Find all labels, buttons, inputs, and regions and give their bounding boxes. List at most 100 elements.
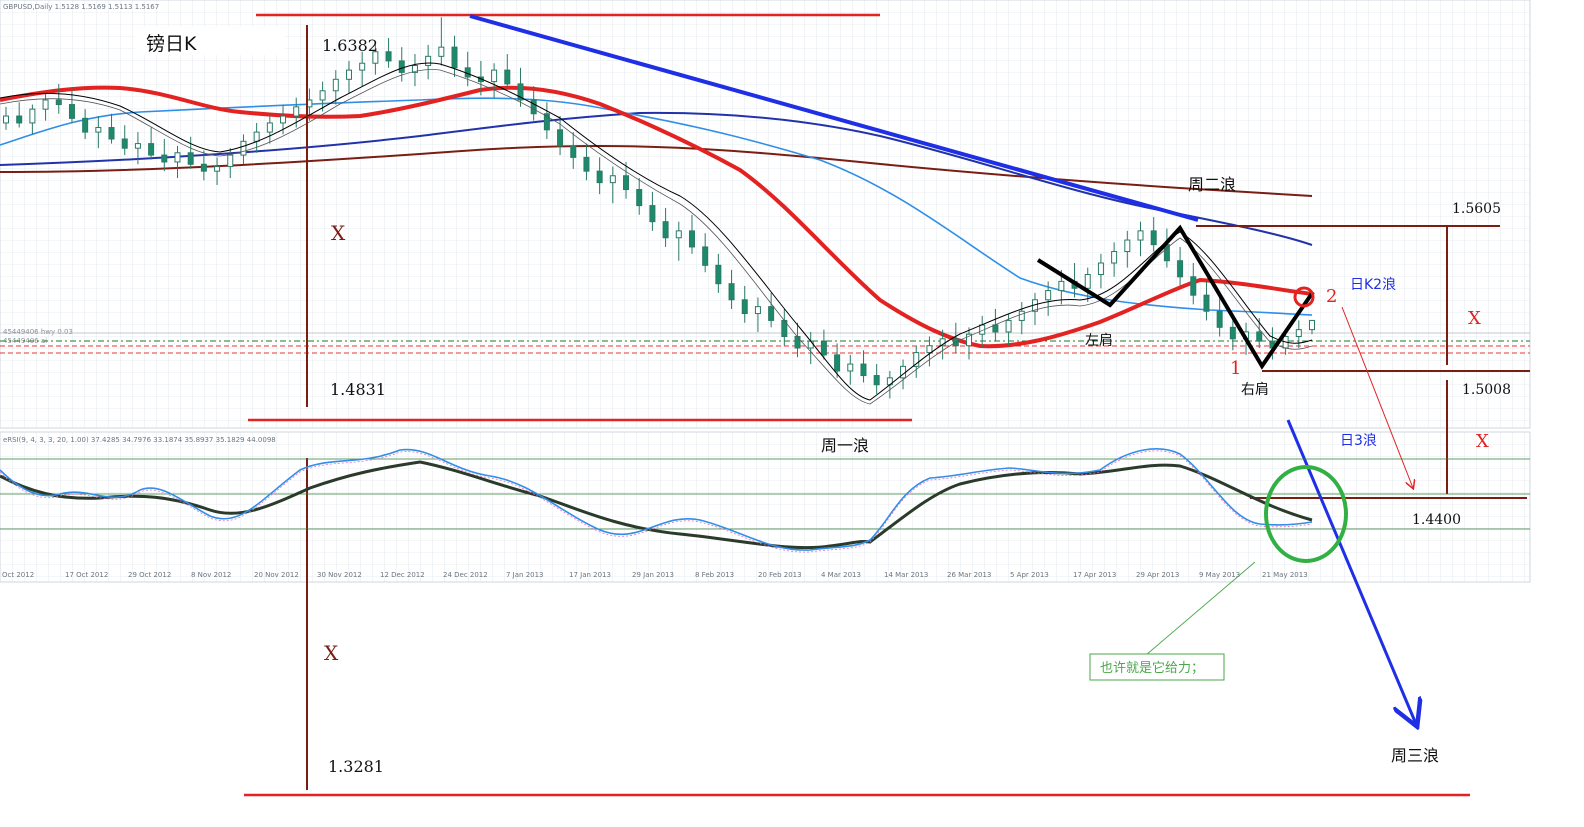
candle-body xyxy=(583,156,590,172)
x-tick-label: Oct 2012 xyxy=(2,571,34,579)
level-mid: 1.4831 xyxy=(330,380,386,399)
x-tick-label: 12 Dec 2012 xyxy=(380,571,425,579)
candle-body xyxy=(807,340,814,349)
candle-body xyxy=(860,363,867,377)
x-mark-3: X xyxy=(1468,308,1481,329)
candle-body xyxy=(227,154,234,168)
x-mark-1: X xyxy=(331,221,346,245)
level-target-daily: 1.4400 xyxy=(1412,512,1461,528)
x-tick-label: 5 Apr 2013 xyxy=(1010,571,1049,579)
candle-body xyxy=(174,152,181,163)
candle-body xyxy=(1150,230,1157,246)
candle-body xyxy=(570,145,577,158)
x-tick-label: 4 Mar 2013 xyxy=(821,571,861,579)
candle-body xyxy=(662,221,669,239)
label-right-shoulder: 右肩 xyxy=(1241,382,1269,398)
candle-body xyxy=(82,117,89,133)
candle-body xyxy=(293,106,300,117)
candle-body xyxy=(214,166,221,172)
candle-body xyxy=(253,131,260,142)
candle-body xyxy=(1018,310,1025,321)
x-tick-label: 17 Oct 2012 xyxy=(65,571,108,579)
indicator-levels xyxy=(0,458,1530,530)
candle-body xyxy=(134,143,141,149)
x-tick-label: 20 Feb 2013 xyxy=(758,571,802,579)
candle-body xyxy=(280,115,287,124)
x-axis-ticks: Oct 2012 17 Oct 2012 29 Oct 2012 8 Nov 2012… xyxy=(2,571,1308,579)
x-tick-label: 20 Nov 2012 xyxy=(254,571,299,579)
candle-body xyxy=(332,78,339,92)
candle-body xyxy=(1137,230,1144,241)
candlesticks xyxy=(3,17,1315,399)
candle-body xyxy=(464,67,471,78)
candle-body xyxy=(1097,262,1104,276)
candle-body xyxy=(345,69,352,80)
x-tick-label: 24 Dec 2012 xyxy=(443,571,488,579)
candle-body xyxy=(834,354,841,372)
weekly-trendline xyxy=(469,14,1199,222)
symbol-header: GBPUSD,Daily 1.5128 1.5169 1.5113 1.5167 xyxy=(3,3,159,11)
candle-body xyxy=(517,83,524,101)
candle-body xyxy=(702,246,709,266)
level-target-weekly: 1.3281 xyxy=(328,757,384,776)
level-neck-low: 1.5008 xyxy=(1462,382,1511,398)
label-wave2-weekly: 周二浪 xyxy=(1188,175,1236,194)
candle-body xyxy=(3,115,9,124)
indicator-lines xyxy=(0,448,1313,553)
candle-body xyxy=(543,113,550,131)
candle-body xyxy=(1111,251,1118,264)
candle-body xyxy=(1295,329,1302,338)
price-panel xyxy=(0,0,1531,429)
x-tick-label: 29 Oct 2012 xyxy=(128,571,171,579)
candle-body xyxy=(926,345,933,354)
candle-body xyxy=(200,163,207,172)
candle-body xyxy=(715,264,722,285)
label-wave2-daily: 日K2浪 xyxy=(1350,277,1396,293)
candle-body xyxy=(148,143,155,156)
candle-body xyxy=(398,60,405,73)
red-levels xyxy=(244,13,1470,797)
candle-body xyxy=(649,205,656,223)
label-wave3-weekly: 周三浪 xyxy=(1391,746,1439,765)
candle-body xyxy=(596,170,603,184)
level-top: 1.6382 xyxy=(322,36,378,55)
note-pointer xyxy=(1145,561,1256,656)
hline-label-2: 45449406 ai xyxy=(3,337,47,345)
candle-body xyxy=(187,152,194,165)
x-tick-label: 17 Apr 2013 xyxy=(1073,571,1116,579)
label-point2: 2 xyxy=(1326,286,1337,307)
candle-body xyxy=(1005,319,1012,333)
candle-body xyxy=(1229,326,1236,340)
x-tick-label: 14 Mar 2013 xyxy=(884,571,928,579)
candle-body xyxy=(372,51,379,64)
x-mark-4: X xyxy=(1476,431,1489,452)
label-left-shoulder: 左肩 xyxy=(1085,333,1113,349)
candle-body xyxy=(425,55,432,67)
level-neck-high: 1.5605 xyxy=(1452,201,1501,217)
x-tick-label: 8 Nov 2012 xyxy=(191,571,231,579)
candle-body xyxy=(42,99,49,110)
ma-red xyxy=(0,85,1313,349)
candle-body xyxy=(16,115,23,124)
candle-body xyxy=(966,333,973,347)
candle-body xyxy=(1309,319,1315,331)
indicator-header: eRSI(9, 4, 3, 3, 20, 1.00) 37.4285 34.79… xyxy=(3,436,276,444)
brown-lines xyxy=(306,25,1530,790)
candle-body xyxy=(1058,280,1065,292)
candle-body xyxy=(504,69,511,85)
candle-body xyxy=(1177,260,1184,278)
label-point1: 1 xyxy=(1230,358,1241,379)
x-tick-label: 30 Nov 2012 xyxy=(317,571,362,579)
candle-body xyxy=(55,99,62,106)
candle-body xyxy=(820,340,827,356)
candle-body xyxy=(1256,331,1263,342)
candle-body xyxy=(451,46,458,69)
x-tick-label: 7 Jan 2013 xyxy=(506,571,544,579)
candle-body xyxy=(741,299,748,315)
candle-body xyxy=(319,90,326,101)
candle-body xyxy=(1045,290,1052,301)
note-box xyxy=(1089,653,1225,681)
x-tick-label: 17 Jan 2013 xyxy=(569,571,611,579)
x-tick-label: 26 Mar 2013 xyxy=(947,571,991,579)
candle-body xyxy=(794,336,801,349)
